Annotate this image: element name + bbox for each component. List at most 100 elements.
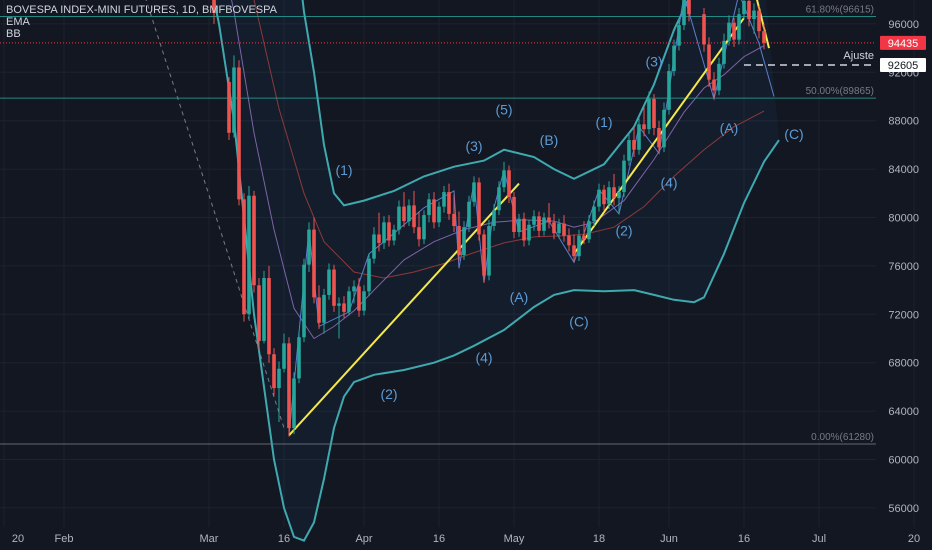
candle-body (412, 205, 416, 228)
candle-body (547, 217, 551, 223)
wave-label: (3) (465, 138, 482, 154)
time-axis[interactable]: 20 Feb Mar 16 Apr 16 May 18 Jun 16 Jul 20 (12, 533, 920, 545)
candle-body (567, 235, 571, 246)
price-labels: 94435 92605 (880, 35, 926, 72)
candle-body (667, 71, 671, 110)
candle-body (647, 98, 651, 130)
price-tick-label: 64000 (888, 406, 919, 418)
candle-body (232, 67, 236, 133)
candle-body (277, 368, 281, 389)
price-label-box (880, 35, 926, 50)
candle-body (637, 124, 641, 150)
candle-body (512, 196, 516, 233)
wave-labels: (1)(2)(3)(4)(5)(A)(B)(C)(1)(2)(3)(4)(5)(… (335, 53, 803, 402)
wave-label: (4) (475, 350, 492, 366)
candle-body (497, 187, 501, 211)
candle-body (452, 213, 456, 226)
bollinger-upper-band (301, 0, 690, 207)
price-label-box (880, 57, 926, 72)
candle-body (467, 201, 471, 228)
time-tick-label: Mar (200, 533, 219, 545)
wave-label: (4) (660, 174, 677, 190)
candle-body (332, 269, 336, 306)
candle-body (272, 354, 276, 389)
candle-body (672, 45, 676, 72)
candle-body (337, 303, 341, 306)
candle-body (392, 229, 396, 241)
time-tick-label: May (504, 533, 525, 545)
fib-level-label: 61.80%(96615) (806, 4, 874, 15)
price-label-text: 92605 (888, 60, 919, 72)
candle-body (287, 343, 291, 429)
candle-body (257, 285, 261, 341)
time-tick-label: Jul (812, 533, 826, 545)
candle-body (732, 22, 736, 40)
wave-label: (3) (645, 53, 662, 69)
candle-body (677, 25, 681, 46)
price-tick-label: 84000 (888, 164, 919, 176)
candle-body (342, 303, 346, 312)
wave-label: (2) (615, 223, 632, 239)
candle-body (507, 170, 511, 197)
candlestick-series (212, 0, 766, 437)
candle-body (592, 206, 596, 222)
candle-body (432, 199, 436, 223)
candle-body (267, 278, 271, 355)
candle-body (657, 127, 661, 148)
ema-fast-line (231, 0, 765, 340)
price-tick-label: 80000 (888, 213, 919, 225)
candle-body (297, 337, 301, 379)
price-axis[interactable]: 5200056000600006400068000720007600080000… (882, 0, 919, 550)
trendline (756, 0, 770, 49)
candle-body (617, 192, 621, 199)
time-tick-label: 18 (593, 533, 605, 545)
time-tick-label: 16 (738, 533, 750, 545)
bb-indicator-label[interactable]: BB (6, 28, 21, 40)
candle-body (587, 221, 591, 240)
candle-body (537, 216, 541, 231)
time-tick-label: Apr (355, 533, 372, 545)
wave-label: (B) (540, 132, 559, 148)
symbol-title[interactable]: BOVESPA INDEX-MINI FUTURES, 1D, BMFBOVES… (6, 4, 277, 16)
wave-label: (C) (784, 126, 803, 142)
candle-body (717, 63, 721, 91)
ema-indicator-label[interactable]: EMA (6, 16, 30, 28)
candle-body (352, 286, 356, 292)
time-tick-label: 16 (433, 533, 445, 545)
bollinger-lower-band (213, 0, 780, 542)
candle-body (407, 205, 411, 222)
candle-body (477, 182, 481, 235)
candle-body (302, 264, 306, 338)
candle-body (492, 210, 496, 226)
chart-legend: BOVESPA INDEX-MINI FUTURES, 1D, BMFBOVES… (6, 4, 277, 40)
candle-body (347, 291, 351, 312)
candle-body (227, 81, 231, 133)
time-tick-label: Feb (55, 533, 74, 545)
candle-body (427, 199, 431, 216)
wave-label: (5) (495, 102, 512, 118)
wave-label: (A) (720, 120, 739, 136)
candle-body (472, 182, 476, 202)
candle-body (757, 10, 761, 32)
candle-body (502, 170, 506, 188)
wave-label: (2) (380, 386, 397, 402)
candle-body (252, 195, 256, 286)
candle-body (557, 223, 561, 234)
candle-body (632, 140, 636, 150)
candle-body (307, 229, 311, 265)
candle-body (602, 189, 606, 205)
candle-body (212, 0, 216, 14)
candle-body (312, 229, 316, 298)
ajuste-label: Ajuste (843, 50, 874, 62)
candle-body (482, 234, 486, 276)
candle-body (627, 140, 631, 161)
time-tick-label: 20 (12, 533, 24, 545)
candle-body (372, 234, 376, 259)
fib-level-label: 0.00%(61280) (811, 432, 874, 443)
price-tick-label: 68000 (888, 358, 919, 370)
candle-body (542, 217, 546, 231)
candle-body (517, 218, 521, 233)
candle-body (317, 297, 321, 323)
candle-body (397, 206, 401, 230)
